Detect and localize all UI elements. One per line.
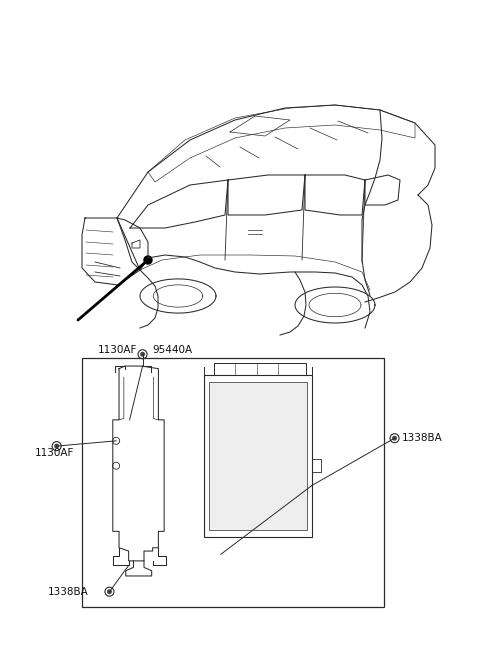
Circle shape	[107, 589, 112, 594]
Circle shape	[54, 443, 59, 449]
Text: 1338BA: 1338BA	[402, 433, 443, 443]
Circle shape	[144, 256, 152, 264]
Circle shape	[140, 352, 145, 357]
Bar	[204, 375, 312, 537]
Bar	[82, 358, 384, 607]
Text: 1130AF: 1130AF	[97, 344, 137, 355]
Text: 1338BA: 1338BA	[48, 587, 89, 598]
Text: 95440A: 95440A	[153, 344, 193, 355]
Bar	[214, 363, 306, 375]
Text: 1130AF: 1130AF	[35, 447, 74, 458]
Bar	[209, 382, 307, 530]
Circle shape	[392, 436, 397, 441]
